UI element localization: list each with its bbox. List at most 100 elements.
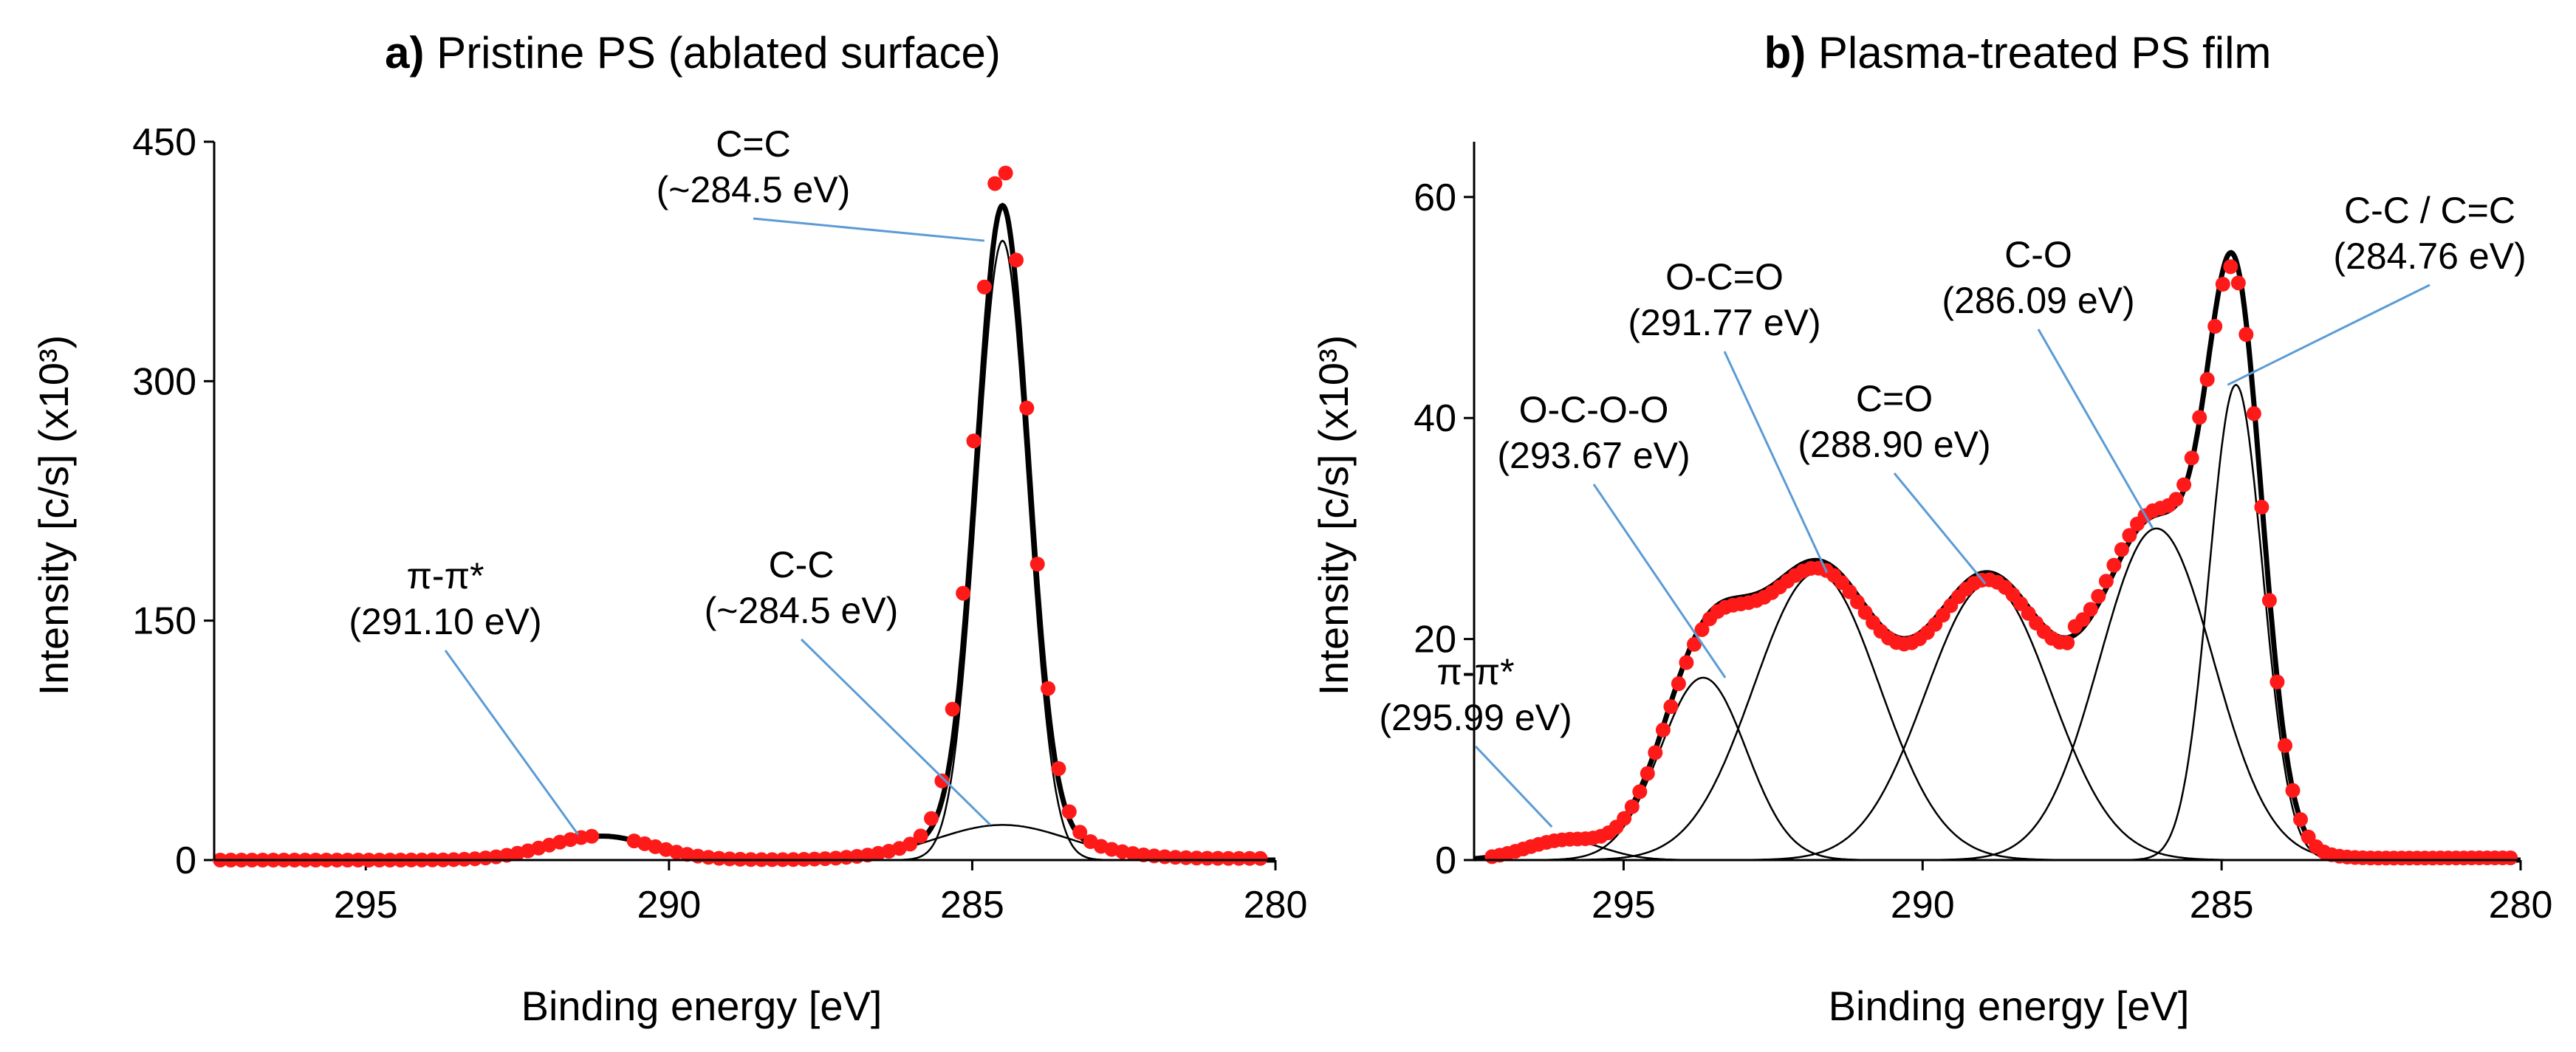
panel-b-x-axis-title: Binding energy [eV] bbox=[1829, 983, 2190, 1029]
panel-b-leader-line bbox=[2227, 283, 2431, 386]
panel-a-data-point bbox=[1210, 850, 1225, 866]
panel-b-data-point bbox=[2223, 259, 2238, 275]
panel-a-annotation: π-π* (291.10 eV) bbox=[349, 555, 541, 642]
panel-b-annotation-line: (286.09 eV) bbox=[1942, 280, 2134, 321]
panel-b-annotation-line: C-O bbox=[2004, 234, 2072, 275]
panel-a-leader-line bbox=[444, 650, 579, 836]
panel-b-x-tick-label: 280 bbox=[2489, 884, 2553, 926]
panel-a-data-point bbox=[1242, 850, 1258, 866]
panel-b-data-point bbox=[1617, 811, 1632, 826]
panel-a-annotation-line: (291.10 eV) bbox=[349, 601, 541, 642]
panel-b-data-point bbox=[1850, 594, 1865, 610]
panel-a-ticks: 0 150 300 450 295 290 285 280 bbox=[132, 121, 1307, 926]
panel-b-data-point bbox=[1671, 676, 1686, 692]
panel-b-annotation-line: (295.99 eV) bbox=[1379, 697, 1572, 738]
panel-b-data-point bbox=[1624, 799, 1640, 814]
panel-b-data-point bbox=[1679, 655, 1694, 670]
panel-b-annotation: C=O (288.90 eV) bbox=[1798, 378, 1990, 465]
panel-a-annotation: C=C (~284.5 eV) bbox=[657, 123, 851, 210]
panel-b-data-point bbox=[1857, 605, 1873, 620]
panel-b-data-point bbox=[1842, 584, 1857, 599]
panel-b-annotation: O-C-O-O (293.67 eV) bbox=[1497, 389, 1690, 476]
panel-a-data-point bbox=[1199, 850, 1215, 866]
panel-a-data-point bbox=[1231, 850, 1247, 866]
panel-a-x-tick-label: 295 bbox=[334, 884, 398, 926]
panel-a-annotation: C-C (~284.5 eV) bbox=[705, 544, 899, 631]
panel-b-leader-line bbox=[1893, 472, 1987, 585]
panel-b-data-point bbox=[2168, 492, 2184, 507]
panel-b-annotation-line: (288.90 eV) bbox=[1798, 424, 1990, 465]
panel-a-data-point bbox=[1221, 850, 1236, 866]
panel-b-data-point bbox=[1632, 784, 1648, 800]
panel-b-data-point bbox=[2270, 674, 2285, 690]
panel-a-data-point bbox=[902, 836, 918, 852]
panel-a-data-point bbox=[913, 828, 928, 844]
panel-b-data-point bbox=[2254, 499, 2270, 515]
panel-b-data-point bbox=[2285, 783, 2301, 798]
panel-a-data-point bbox=[1072, 825, 1088, 840]
panel-a-data-point bbox=[1030, 557, 1045, 572]
panel-b-leader-line bbox=[1592, 484, 1727, 678]
panel-b-data-point bbox=[2199, 372, 2215, 387]
panel-b-x-tick-label: 290 bbox=[1891, 884, 1955, 926]
panel-a-x-tick-label: 290 bbox=[637, 884, 701, 926]
panel-a-data-point bbox=[1041, 681, 1056, 696]
panel-a-data-point bbox=[1189, 850, 1205, 866]
panel-a-title: a) Pristine PS (ablated surface) bbox=[385, 28, 1001, 78]
panel-b-data-point bbox=[2238, 327, 2254, 342]
panel-a-annotation-line: π-π* bbox=[406, 555, 484, 597]
panel-a-axes bbox=[213, 142, 1275, 862]
panel-a: a) Pristine PS (ablated surface) Binding… bbox=[30, 28, 1307, 1029]
panel-a-data-point bbox=[1019, 400, 1035, 416]
panel-b-data-point bbox=[2278, 738, 2292, 753]
panel-b-annotation-line: (293.67 eV) bbox=[1497, 435, 1690, 476]
panel-a-x-axis-title: Binding energy [eV] bbox=[521, 983, 883, 1029]
panel-b-data-point bbox=[2098, 574, 2114, 589]
panel-b-data-point bbox=[2192, 410, 2207, 425]
panel-a-data-point bbox=[584, 828, 600, 844]
panel-a-data-point bbox=[924, 811, 939, 826]
panel-a-data-point bbox=[828, 850, 843, 866]
panel-b-data-point bbox=[2293, 812, 2308, 828]
panel-a-data-point bbox=[1136, 848, 1151, 862]
panel-b-data-point bbox=[2246, 406, 2261, 422]
panel-b-data-point bbox=[1655, 722, 1671, 738]
panel-a-annotation-line: (~284.5 eV) bbox=[705, 590, 899, 631]
panel-a-data-point bbox=[1178, 850, 1193, 865]
panel-b-annotation-line: C-C / C=C bbox=[2344, 190, 2515, 231]
panel-a-title-text: Pristine PS (ablated surface) bbox=[436, 28, 1001, 78]
panel-a-annotations: C=C (~284.5 eV)C-C (~284.5 eV)π-π* (291.10 … bbox=[349, 123, 898, 642]
panel-b-annotation-line: π-π* bbox=[1436, 651, 1514, 692]
panel-b-annotation-line: (284.76 eV) bbox=[2333, 236, 2526, 277]
panel-b-data-point bbox=[1663, 699, 1679, 715]
panel-b: b) Plasma-treated PS film Binding energy… bbox=[1310, 28, 2552, 1029]
panel-b-annotation-line: O-C-O-O bbox=[1519, 389, 1669, 430]
panel-b-data-point bbox=[2114, 542, 2129, 557]
panel-a-y-axis-title: Intensity [c/s] (x10³) bbox=[30, 335, 77, 696]
panel-a-leaders bbox=[444, 217, 992, 836]
panel-b-data-point bbox=[1694, 622, 1710, 637]
panel-a-data-point bbox=[711, 850, 727, 866]
panel-b-annotation-line: (291.77 eV) bbox=[1628, 302, 1820, 343]
panel-b-leaders bbox=[1474, 283, 2431, 828]
panel-a-annotation-line: C=C bbox=[716, 123, 790, 165]
panel-b-data-point bbox=[2075, 612, 2091, 628]
panel-b-y-tick-label: 60 bbox=[1414, 176, 1456, 219]
panel-b-x-tick-label: 295 bbox=[1592, 884, 1656, 926]
panel-b-leader-line bbox=[2037, 329, 2154, 529]
panel-a-data-point bbox=[966, 433, 982, 449]
panel-b-data-point bbox=[2215, 277, 2230, 292]
panel-a-data-point bbox=[1051, 761, 1066, 777]
panel-b-title-text: Plasma-treated PS film bbox=[1818, 28, 2272, 78]
panel-b-annotations: C-C / C=C (284.76 eV) C-O (286.09 eV) C=O (28… bbox=[1379, 190, 2526, 738]
panel-a-data-point bbox=[945, 701, 960, 717]
panel-b-annotation-line: C=O bbox=[1856, 378, 1933, 419]
panel-b-y-axis-title: Intensity [c/s] (x10³) bbox=[1310, 335, 1357, 696]
panel-a-data-point bbox=[818, 851, 833, 867]
panel-b-y-tick-label: 0 bbox=[1435, 839, 1456, 882]
panel-a-x-tick-label: 285 bbox=[940, 884, 1004, 926]
panel-a-data-point bbox=[1061, 804, 1077, 819]
panel-b-data-point bbox=[2106, 557, 2122, 573]
panel-a-data-point bbox=[722, 851, 737, 867]
